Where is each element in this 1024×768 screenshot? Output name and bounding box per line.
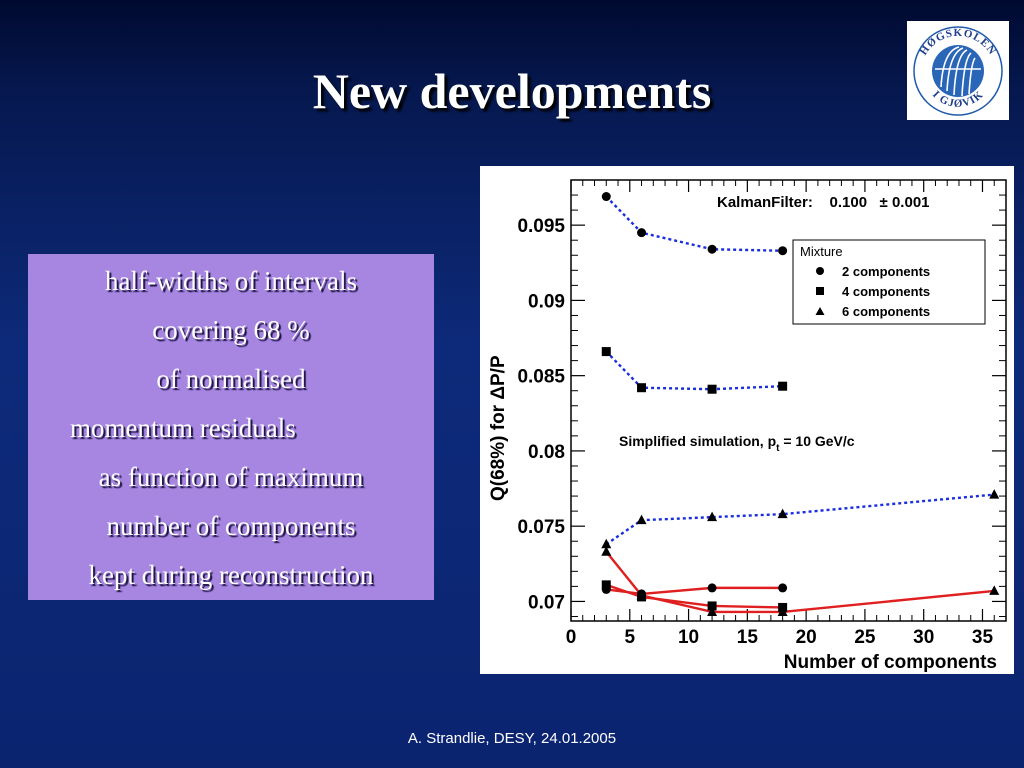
series-line-dotted xyxy=(605,493,995,546)
data-point-triangle xyxy=(636,514,647,525)
legend-title: Mixture xyxy=(800,244,843,259)
data-point-triangle xyxy=(989,489,1000,499)
data-point-triangle xyxy=(989,585,1000,595)
series-line-solid xyxy=(605,551,995,614)
data-point-square xyxy=(601,347,611,357)
plot-frame xyxy=(570,179,1007,622)
y-tick-label: 0.07 xyxy=(528,592,565,613)
description-line: of normalised xyxy=(156,364,306,394)
simulation-annotation-tail: = 10 GeV/c xyxy=(779,433,854,449)
legend-marker-square xyxy=(816,287,824,295)
data-point-triangle xyxy=(707,511,718,522)
series-line-dotted xyxy=(605,350,783,391)
data-point-square xyxy=(778,381,788,391)
x-tick-label: 5 xyxy=(624,627,635,648)
data-point-triangle xyxy=(601,538,612,549)
data-point-triangle xyxy=(636,589,647,600)
x-tick-label: 35 xyxy=(972,627,994,648)
series-line-solid xyxy=(605,583,783,609)
description-line: momentum residuals xyxy=(70,413,296,443)
college-logo: HØGSKOLEN I GJØVIK xyxy=(907,21,1009,120)
data-point-circle xyxy=(778,246,788,256)
x-tick-label: 30 xyxy=(913,627,934,648)
description-box: half-widths of intervals covering 68 % o… xyxy=(28,254,434,600)
description-line: as function of maximum xyxy=(98,462,364,492)
data-point-triangle xyxy=(777,606,788,616)
simulation-annotation: Simplified simulation, pt = 10 GeV/c xyxy=(619,433,855,454)
data-point-square xyxy=(707,601,717,611)
q68-chart: 0 5 10 15 20 25 30 35 0.07 0.075 0.08 0.085 0.09 0.09… xyxy=(488,179,1007,673)
chart-panel: 0 5 10 15 20 25 30 35 0.07 0.075 0.08 0.085 0.09 0.09… xyxy=(480,166,1014,674)
legend: Mixture 2 components 4 components 6 comp… xyxy=(792,239,986,325)
data-point-circle xyxy=(707,244,717,254)
data-point-circle xyxy=(637,228,647,238)
series-line-dotted xyxy=(605,195,783,252)
y-tick-label: 0.085 xyxy=(517,367,565,388)
x-axis-title: Number of components xyxy=(784,652,997,673)
simulation-annotation-main: Simplified simulation, p xyxy=(619,433,776,449)
y-axis-title: Q(68%) for ΔP/P xyxy=(488,355,509,501)
data-point-square xyxy=(601,580,611,590)
description-line: kept during reconstruction xyxy=(88,560,374,590)
legend-marker-circle xyxy=(816,267,824,275)
description-line: covering 68 % xyxy=(152,315,310,345)
data-point-circle xyxy=(601,192,611,202)
y-tick-label: 0.095 xyxy=(517,216,565,237)
college-seal-icon: HØGSKOLEN I GJØVIK xyxy=(913,26,1003,116)
data-point-square xyxy=(707,384,717,394)
data-point-triangle xyxy=(777,508,788,519)
slide-footer: A. Strandlie, DESY, 24.01.2005 xyxy=(407,730,617,747)
data-point-triangle xyxy=(601,546,612,556)
x-tick-label: 15 xyxy=(737,627,759,648)
legend-entry: 2 components xyxy=(842,264,930,279)
x-tick-label: 20 xyxy=(796,627,817,648)
data-point-triangle xyxy=(707,606,718,616)
description-line: half-widths of intervals xyxy=(105,266,357,296)
legend-box xyxy=(792,239,986,325)
y-tick-label: 0.08 xyxy=(528,442,565,463)
y-tick-label: 0.09 xyxy=(528,291,565,312)
slide-title: New developments xyxy=(312,63,712,119)
description-line: number of components xyxy=(106,511,356,541)
simulation-annotation-subscript: t xyxy=(776,443,780,454)
legend-entry: 4 components xyxy=(842,284,930,299)
data-point-circle xyxy=(778,583,788,593)
x-tick-label: 0 xyxy=(566,627,577,648)
kalman-annotation: KalmanFilter: 0.100 ± 0.001 xyxy=(717,194,930,211)
x-tick-label: 25 xyxy=(854,627,876,648)
legend-entry: 6 components xyxy=(842,304,930,319)
x-tick-label: 10 xyxy=(678,627,699,648)
legend-marker-triangle xyxy=(815,307,825,315)
data-point-circle xyxy=(707,583,717,593)
data-point-square xyxy=(637,383,647,393)
y-tick-label: 0.075 xyxy=(517,517,565,538)
